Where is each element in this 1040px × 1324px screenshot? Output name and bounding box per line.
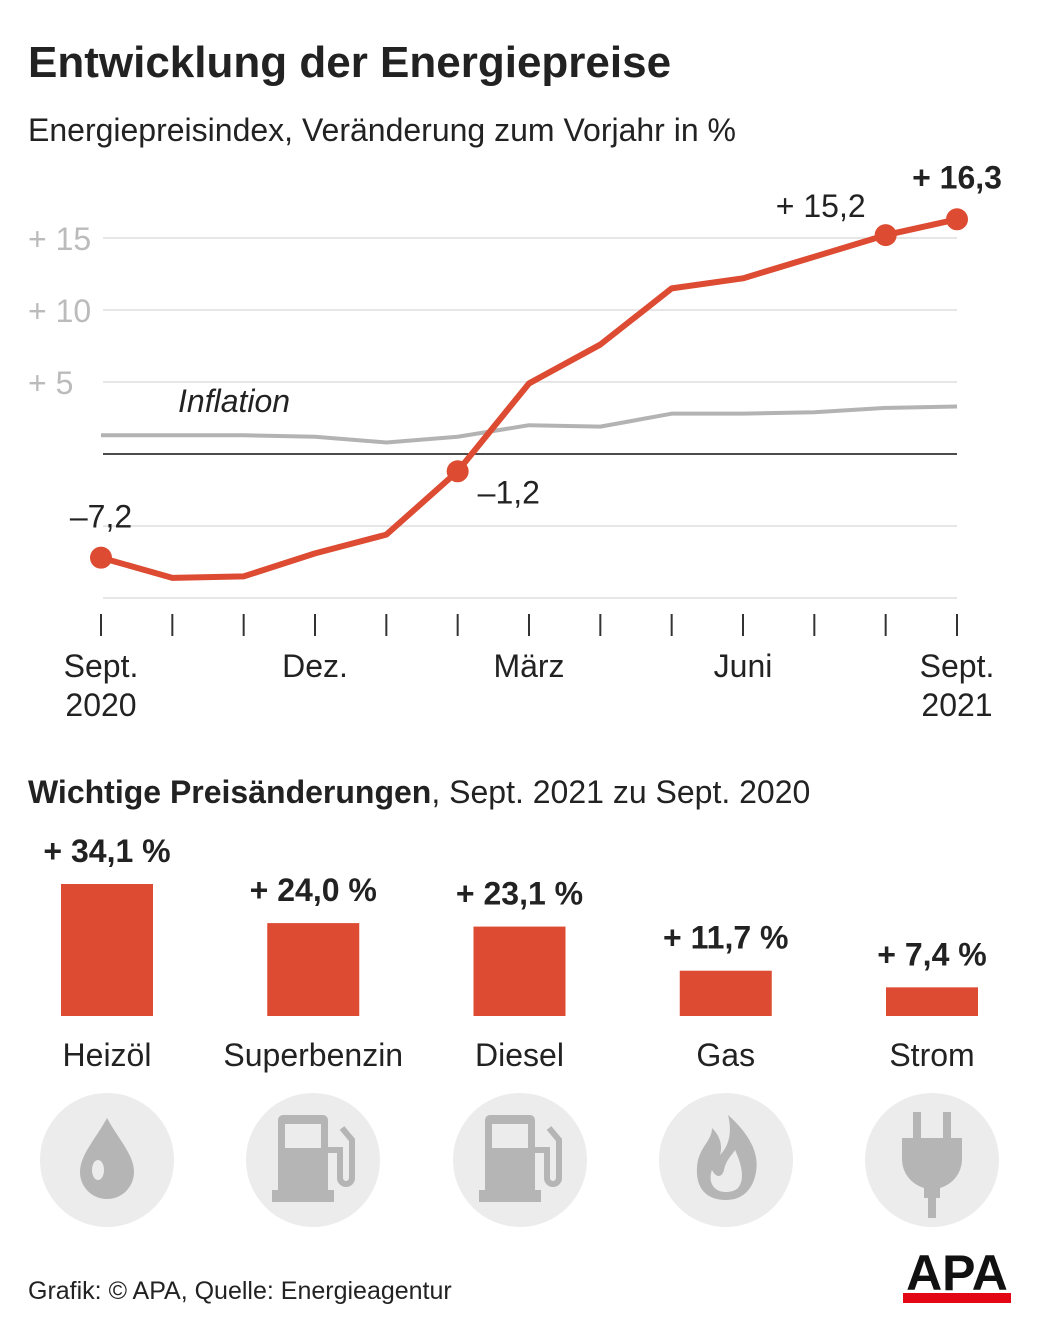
bar	[267, 923, 360, 1016]
source: Grafik: © APA, Quelle: Energieagentur	[28, 1277, 452, 1305]
x-tick-label: Diesel	[475, 1037, 564, 1073]
value-label: + 16,3	[912, 159, 1002, 195]
x-tick-label: Sept. 2021	[919, 648, 995, 723]
logo: APA	[906, 1245, 1008, 1301]
series-label: Inflation	[178, 383, 290, 419]
chart-title: Entwicklung der Energiepreise	[28, 38, 671, 87]
bar-title: Wichtige Preisänderungen, Sept. 2021 zu …	[28, 774, 810, 810]
point	[90, 546, 112, 569]
value-label: + 24,0 %	[250, 872, 377, 908]
value-label: –7,2	[70, 499, 132, 535]
value-label: + 11,7 %	[663, 920, 788, 956]
point	[946, 208, 968, 231]
y-tick-label: + 10	[28, 293, 91, 329]
bar	[886, 987, 978, 1016]
x-tick-label: Strom	[889, 1037, 974, 1073]
x-tick-label: Superbenzin	[223, 1037, 403, 1073]
x-tick-label: Heizöl	[63, 1037, 152, 1073]
line	[101, 404, 958, 445]
point	[446, 460, 469, 483]
value-label: + 7,4 %	[877, 936, 986, 972]
bar	[61, 884, 153, 1016]
y-tick-label: + 15	[28, 221, 91, 257]
chart-subtitle: Energiepreisindex, Veränderung zum Vorja…	[28, 112, 736, 148]
point	[874, 224, 897, 247]
icons	[40, 1093, 999, 1227]
bar-subtitle: , Sept. 2021 zu Sept. 2020	[431, 774, 810, 810]
x-tick-label: Juni	[713, 648, 773, 684]
line	[100, 216, 958, 581]
value-label: + 23,1 %	[456, 876, 583, 912]
x-tick-label: Sept. 2020	[63, 648, 139, 723]
value-label: + 34,1 %	[43, 833, 170, 869]
x-tick-label: Dez.	[282, 648, 348, 684]
bar	[473, 926, 566, 1016]
bar-title-main: Wichtige Preisänderungen	[28, 774, 431, 810]
value-label: + 15,2	[776, 188, 866, 224]
x-tick-label: Gas	[696, 1037, 755, 1073]
bar	[679, 970, 772, 1016]
x-tick-label: März	[493, 648, 565, 684]
logo-bar	[903, 1293, 1011, 1303]
y-tick-label: + 5	[28, 365, 73, 401]
value-label: –1,2	[478, 474, 540, 510]
